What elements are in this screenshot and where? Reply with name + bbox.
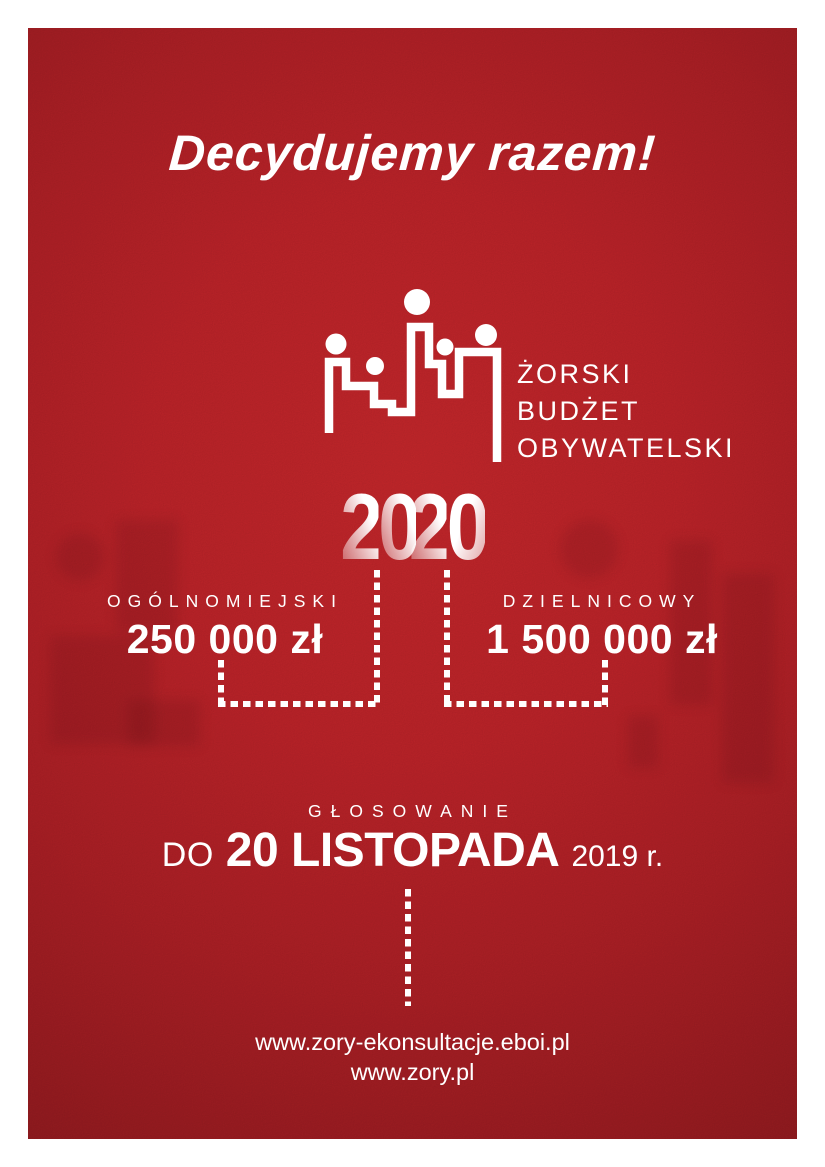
poster-background: Decydujemy razem! ŻORSKI BUDŻET OBYWATEL… [28, 28, 797, 1139]
footer-links: www.zory-ekonsultacje.eboi.pl www.zory.p… [28, 1027, 797, 1087]
voting-label: GŁOSOWANIE [308, 801, 517, 821]
grain-texture [28, 28, 797, 1139]
year-digit: 0 [378, 474, 421, 579]
logo-line-1: ŻORSKI [517, 359, 633, 389]
dashed-connector-right-horizontal [444, 701, 608, 707]
budget-district-label: DZIELNICOWY [502, 591, 702, 611]
people-group-icon [324, 289, 502, 462]
link-zory[interactable]: www.zory.pl [350, 1059, 475, 1085]
voting-deadline: DO 20 LISTOPADA 2019 r. [28, 823, 797, 878]
dashed-connector-left-horizontal [218, 701, 380, 707]
logo-wordmark: ŻORSKI BUDŻET OBYWATELSKI [517, 356, 735, 467]
dashed-connector-center-vertical [405, 889, 411, 1006]
logo-line-3: OBYWATELSKI [517, 433, 736, 463]
link-ekonsultacje[interactable]: www.zory-ekonsultacje.eboi.pl [255, 1029, 570, 1055]
dashed-connector-right-vertical [444, 570, 450, 707]
budget-citywide: OGÓLNOMIEJSKI 250 000 zł [65, 591, 385, 663]
headline: Decydujemy razem! [167, 125, 658, 181]
budget-citywide-label: OGÓLNOMIEJSKI [107, 591, 343, 611]
dashed-connector-left-stub [218, 660, 224, 707]
year-digit: 2 [408, 474, 452, 579]
year-digit: 0 [446, 474, 490, 579]
logo-line-2: BUDŻET [517, 396, 640, 426]
voting-date: 20 LISTOPADA [225, 824, 560, 877]
budget-district: DZIELNICOWY 1 500 000 zł [442, 591, 762, 663]
year-digit: 2 [340, 474, 383, 579]
voting-prefix: DO [161, 836, 214, 874]
voting-year: 2019 r. [571, 840, 664, 873]
watermark-shapes [28, 28, 797, 1139]
budget-district-amount: 1 500 000 zł [486, 616, 718, 662]
year-2020: 2 0 2 0 [97, 480, 728, 574]
dashed-connector-right-stub [602, 660, 608, 707]
budget-citywide-amount: 250 000 zł [126, 616, 324, 662]
dashed-connector-left-vertical [374, 570, 380, 707]
